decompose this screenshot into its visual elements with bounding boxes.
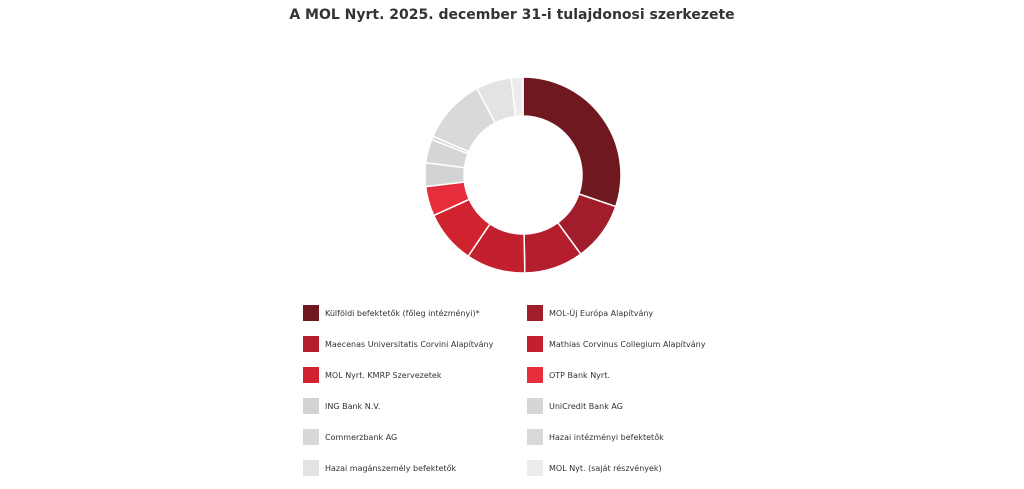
legend-swatch [303,305,319,321]
legend-label: MOL-Új Európa Alapítvány [549,308,654,318]
legend-item[interactable]: Maecenas Universitatis Corvini Alapítván… [303,334,527,354]
legend-item[interactable]: Hazai intézményi befektetők [527,427,751,447]
legend-item[interactable]: MOL Nyrt. KMRP Szervezetek [303,365,527,385]
legend-label: Maecenas Universitatis Corvini Alapítván… [325,339,494,349]
donut-slice[interactable] [522,76,622,208]
chart-legend: Külföldi befektetők (főleg intézményi)* M… [303,303,763,489]
legend-label: ING Bank N.V. [325,401,381,411]
legend-label: Commerzbank AG [325,432,398,442]
legend-swatch [303,336,319,352]
donut-chart [424,76,622,274]
legend-label: Külföldi befektetők (főleg intézményi)* [325,308,480,318]
legend-label: UniCredit Bank AG [549,401,623,411]
legend-swatch [527,336,543,352]
legend-item[interactable]: Hazai magánszemély befektetők [303,458,527,478]
legend-swatch [303,398,319,414]
legend-swatch [527,367,543,383]
legend-label: Mathias Corvinus Collegium Alapítvány [549,339,706,349]
chart-title: A MOL Nyrt. 2025. december 31-i tulajdon… [289,7,735,23]
legend-label: OTP Bank Nyrt. [549,370,610,380]
legend-item[interactable]: OTP Bank Nyrt. [527,365,751,385]
legend-swatch [527,305,543,321]
legend-label: MOL Nyt. (saját részvények) [549,463,662,473]
legend-swatch [303,460,319,476]
legend-item[interactable]: Mathias Corvinus Collegium Alapítvány [527,334,751,354]
legend-swatch [527,460,543,476]
legend-label: MOL Nyrt. KMRP Szervezetek [325,370,442,380]
legend-item[interactable]: Külföldi befektetők (főleg intézményi)* [303,303,527,323]
donut-slice[interactable] [510,76,524,118]
legend-swatch [527,398,543,414]
legend-swatch [527,429,543,445]
legend-item[interactable]: MOL Nyt. (saját részvények) [527,458,751,478]
legend-item[interactable]: MOL-Új Európa Alapítvány [527,303,751,323]
legend-item[interactable]: Commerzbank AG [303,427,527,447]
legend-item[interactable]: ING Bank N.V. [303,396,527,416]
legend-swatch [303,429,319,445]
legend-label: Hazai intézményi befektetők [549,432,664,442]
legend-label: Hazai magánszemély befektetők [325,463,457,473]
legend-swatch [303,367,319,383]
legend-item[interactable]: UniCredit Bank AG [527,396,751,416]
